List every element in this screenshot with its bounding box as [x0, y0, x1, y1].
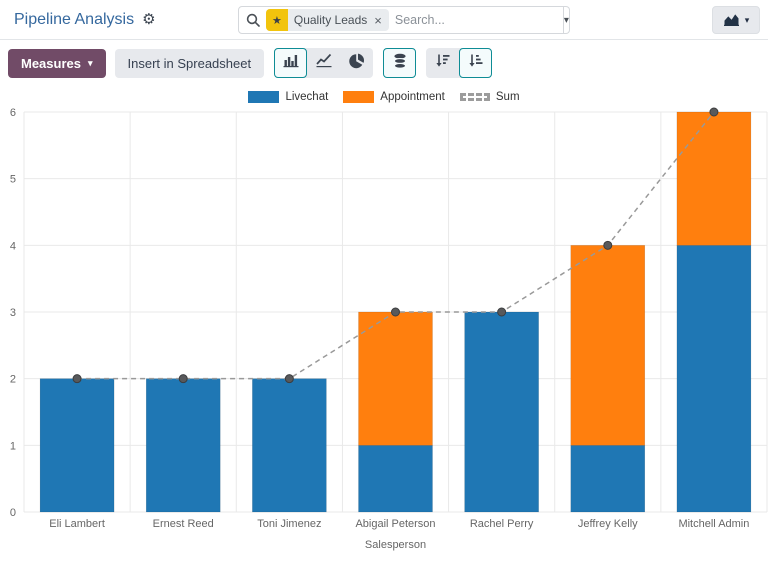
- sum-point[interactable]: [178, 374, 188, 384]
- sort-descending-button[interactable]: [426, 48, 459, 78]
- pie-chart-icon: [348, 53, 365, 74]
- chart-area: Livechat Appointment Sum 0 1 2 3 4 5 6 Eli Lamb…: [0, 86, 768, 564]
- stacked-toggle-button[interactable]: [383, 48, 417, 78]
- x-category-label: Ernest Reed: [153, 518, 214, 530]
- x-category-label: Rachel Perry: [470, 518, 534, 530]
- bar-segment-appointment[interactable]: [676, 111, 752, 246]
- measures-label: Measures: [21, 55, 81, 71]
- y-tick-label: 3: [10, 307, 16, 319]
- sum-point[interactable]: [391, 307, 400, 317]
- legend-label: Sum: [495, 91, 520, 103]
- bar-segment-appointment[interactable]: [358, 311, 433, 446]
- livechat-swatch: [248, 91, 280, 103]
- facet-remove-icon[interactable]: ×: [374, 12, 382, 28]
- sum-swatch: [459, 93, 490, 101]
- legend-label: Appointment: [380, 91, 445, 103]
- bar-segment-livechat[interactable]: [570, 445, 646, 513]
- caret-down-icon: ▾: [87, 57, 93, 68]
- search-bar[interactable]: ★ Quality Leads × ▾: [238, 6, 570, 34]
- sort-descending-icon: [435, 53, 450, 73]
- toolbar: Measures ▾ Insert in Spreadsheet: [0, 40, 768, 86]
- search-input[interactable]: [394, 13, 556, 27]
- sum-point[interactable]: [497, 307, 507, 317]
- legend-item-appointment[interactable]: Appointment: [343, 91, 445, 103]
- search-icon: [246, 13, 260, 27]
- insert-in-spreadsheet-button[interactable]: Insert in Spreadsheet: [114, 48, 265, 78]
- pipeline-stacked-bar-chart[interactable]: 0 1 2 3 4 5 6 Eli Lambert Ernest Reed Toni Jimene…: [0, 86, 768, 564]
- y-tick-label: 2: [10, 374, 16, 386]
- y-tick-label: 1: [10, 440, 16, 452]
- header: Pipeline Analysis ⚙ ★ Quality Leads × ▾: [0, 0, 768, 40]
- search-dropdown-toggle[interactable]: ▾: [563, 6, 570, 34]
- line-chart-button[interactable]: [307, 48, 340, 78]
- legend-label: Livechat: [285, 91, 329, 103]
- sort-ascending-button[interactable]: [459, 48, 493, 78]
- sum-point[interactable]: [709, 107, 719, 117]
- bar-segment-livechat[interactable]: [358, 445, 433, 513]
- page-title: Pipeline Analysis: [14, 10, 135, 28]
- x-category-label: Toni Jimenez: [257, 518, 321, 530]
- bar-chart-button[interactable]: [274, 48, 308, 78]
- bar-segment-livechat[interactable]: [252, 378, 327, 513]
- legend-item-sum[interactable]: Sum: [459, 91, 520, 103]
- sum-point[interactable]: [284, 374, 294, 384]
- measures-button[interactable]: Measures ▾: [8, 48, 106, 78]
- y-tick-label: 4: [10, 240, 16, 252]
- sort-group: [426, 48, 493, 78]
- y-tick-label: 6: [10, 107, 16, 119]
- y-tick-label: 5: [10, 174, 16, 186]
- sum-point[interactable]: [603, 240, 613, 250]
- legend-item-livechat[interactable]: Livechat: [248, 91, 328, 103]
- x-category-label: Mitchell Admin: [678, 518, 749, 530]
- bar-segment-livechat[interactable]: [464, 311, 539, 513]
- line-chart-icon: [315, 53, 332, 73]
- appointment-swatch: [343, 91, 375, 103]
- caret-down-icon: ▾: [744, 14, 750, 25]
- bar-chart-icon: [283, 53, 299, 73]
- y-tick-label: 0: [10, 507, 16, 519]
- x-category-label: Abigail Peterson: [355, 518, 435, 530]
- gear-icon[interactable]: ⚙: [142, 11, 156, 28]
- area-chart-icon: [723, 12, 740, 29]
- bar-segment-livechat[interactable]: [145, 378, 221, 513]
- stacked-icon: [392, 53, 408, 74]
- favorite-star-icon: ★: [266, 9, 288, 31]
- facet-label: Quality Leads: [293, 13, 368, 27]
- x-category-label: Jeffrey Kelly: [578, 518, 638, 530]
- search-facet-quality-leads[interactable]: ★ Quality Leads ×: [266, 9, 389, 31]
- caret-down-icon: ▾: [563, 14, 569, 26]
- x-category-label: Eli Lambert: [49, 518, 105, 530]
- bar-segment-livechat[interactable]: [676, 245, 752, 513]
- bar-segment-appointment[interactable]: [570, 245, 646, 446]
- x-axis-title: Salesperson: [365, 539, 426, 551]
- pie-chart-button[interactable]: [340, 48, 373, 78]
- chart-type-group: [274, 48, 374, 78]
- bar-segment-livechat[interactable]: [39, 378, 115, 513]
- sum-point[interactable]: [72, 374, 82, 384]
- chart-legend: Livechat Appointment Sum: [0, 91, 768, 103]
- view-switcher-button[interactable]: ▾: [712, 6, 760, 34]
- sort-ascending-icon: [468, 53, 483, 73]
- search-main[interactable]: ★ Quality Leads ×: [238, 6, 564, 34]
